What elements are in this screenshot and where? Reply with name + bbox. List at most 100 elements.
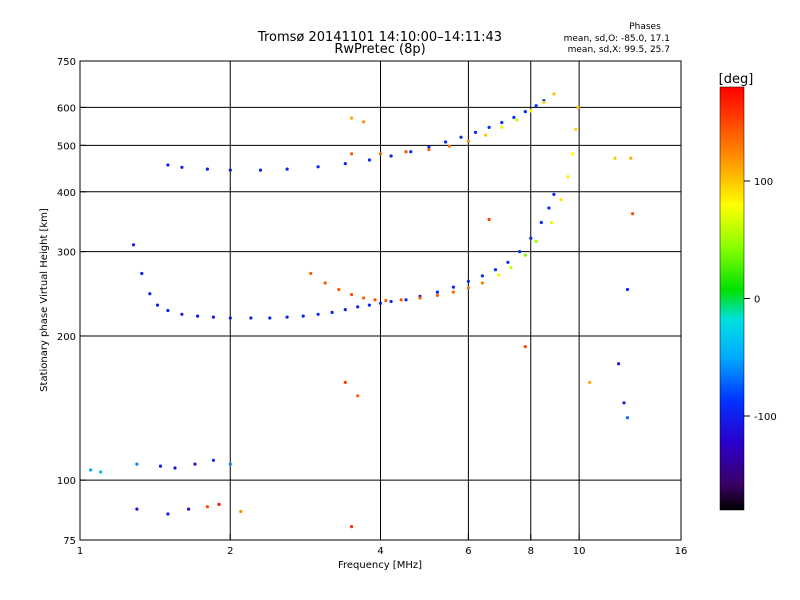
echo-point bbox=[518, 250, 522, 254]
echo-point bbox=[559, 198, 563, 202]
echo-point bbox=[301, 314, 305, 318]
echo-point bbox=[258, 168, 263, 172]
echo-point bbox=[500, 120, 504, 125]
echo-point bbox=[323, 281, 327, 285]
echo-point bbox=[211, 315, 215, 319]
phase-stats-heading: Phases bbox=[629, 22, 661, 32]
echo-point bbox=[135, 507, 139, 511]
x-axis-ticks: 1 2 4 6 8 10 16 bbox=[77, 534, 687, 557]
echo-point bbox=[166, 163, 170, 167]
echo-point bbox=[631, 212, 635, 216]
echo-point bbox=[523, 253, 527, 257]
echo-point bbox=[135, 462, 139, 466]
echo-point bbox=[459, 135, 463, 139]
echo-point bbox=[330, 310, 334, 314]
echo-point bbox=[367, 158, 371, 162]
y-tick-label: 400 bbox=[57, 188, 76, 199]
echo-point bbox=[343, 162, 347, 166]
echo-point bbox=[576, 105, 580, 109]
echo-point bbox=[493, 268, 498, 272]
echo-point bbox=[196, 314, 200, 318]
echo-point bbox=[356, 305, 360, 309]
echo-point bbox=[285, 167, 289, 171]
echo-point bbox=[389, 299, 393, 304]
echo-point bbox=[466, 279, 470, 283]
colorbar-tick-label: -100 bbox=[754, 412, 777, 423]
y-tick-label: 750 bbox=[57, 57, 76, 68]
echo-point bbox=[239, 509, 243, 514]
echo-point bbox=[211, 458, 215, 462]
echo-point bbox=[574, 127, 578, 131]
echo-point bbox=[187, 507, 191, 511]
echo-point bbox=[249, 316, 253, 320]
echo-point bbox=[427, 145, 431, 149]
echo-point bbox=[534, 104, 538, 108]
echo-point bbox=[523, 110, 527, 114]
echo-point bbox=[158, 464, 163, 468]
x-tick-label: 10 bbox=[573, 546, 586, 557]
echo-point bbox=[497, 273, 501, 277]
echo-point bbox=[427, 148, 431, 152]
y-axis-ticks: 75 100 200 300 400 500 600 750 bbox=[57, 57, 86, 547]
echo-point bbox=[435, 290, 439, 294]
phase-stats-x: mean, sd,X: 99.5, 25.7 bbox=[568, 45, 670, 55]
echo-point bbox=[552, 192, 556, 196]
echo-point bbox=[228, 316, 232, 320]
echo-point bbox=[613, 156, 617, 160]
y-tick-label: 100 bbox=[57, 476, 76, 487]
echo-point bbox=[309, 271, 313, 276]
echo-point bbox=[155, 303, 160, 307]
colorbar-tick-label: 100 bbox=[754, 177, 773, 188]
echo-point bbox=[404, 150, 408, 154]
echo-point bbox=[588, 380, 592, 384]
echo-point bbox=[466, 286, 470, 290]
echo-point bbox=[217, 502, 221, 506]
echo-point bbox=[362, 120, 366, 124]
echo-point bbox=[515, 118, 519, 122]
y-tick-label: 75 bbox=[63, 536, 76, 547]
echo-point bbox=[404, 298, 408, 302]
echo-point bbox=[447, 144, 452, 148]
echo-point bbox=[466, 139, 470, 143]
echo-point bbox=[378, 152, 383, 156]
echo-point bbox=[539, 220, 543, 225]
y-tick-label: 500 bbox=[57, 141, 76, 152]
y-tick-label: 600 bbox=[57, 103, 76, 114]
echo-point bbox=[570, 152, 575, 156]
echo-point bbox=[500, 125, 504, 129]
echo-point bbox=[509, 265, 513, 270]
colorbar-ticks: 100 0 -100 bbox=[744, 177, 777, 423]
data-points bbox=[89, 92, 635, 529]
echo-point bbox=[228, 168, 232, 172]
grid-lines bbox=[80, 61, 681, 540]
echo-point bbox=[384, 299, 388, 303]
echo-point bbox=[166, 308, 170, 313]
echo-point bbox=[506, 260, 510, 264]
echo-point bbox=[444, 140, 448, 144]
echo-point bbox=[367, 303, 371, 307]
echo-point bbox=[552, 92, 556, 96]
x-tick-label: 2 bbox=[227, 546, 233, 557]
echo-point bbox=[140, 271, 144, 276]
echo-point bbox=[180, 312, 184, 316]
echo-point bbox=[173, 466, 177, 470]
y-tick-label: 200 bbox=[57, 332, 76, 343]
echo-point bbox=[166, 512, 170, 516]
echo-point bbox=[378, 301, 383, 305]
echo-point bbox=[451, 290, 455, 294]
echo-point bbox=[316, 312, 320, 316]
echo-point bbox=[435, 293, 439, 297]
echo-point bbox=[487, 217, 491, 222]
echo-point bbox=[205, 167, 209, 171]
echo-point bbox=[373, 298, 377, 302]
echo-point bbox=[625, 287, 630, 292]
phase-stats-o: mean, sd,O: -85.0, 17.1 bbox=[564, 34, 670, 44]
echo-point bbox=[549, 220, 554, 225]
x-tick-label: 1 bbox=[77, 546, 83, 557]
chart-subtitle: RwPretec (8p) bbox=[334, 42, 425, 57]
echo-point bbox=[228, 462, 232, 466]
echo-point bbox=[399, 298, 403, 302]
echo-point bbox=[337, 287, 341, 292]
echo-point bbox=[629, 156, 633, 160]
